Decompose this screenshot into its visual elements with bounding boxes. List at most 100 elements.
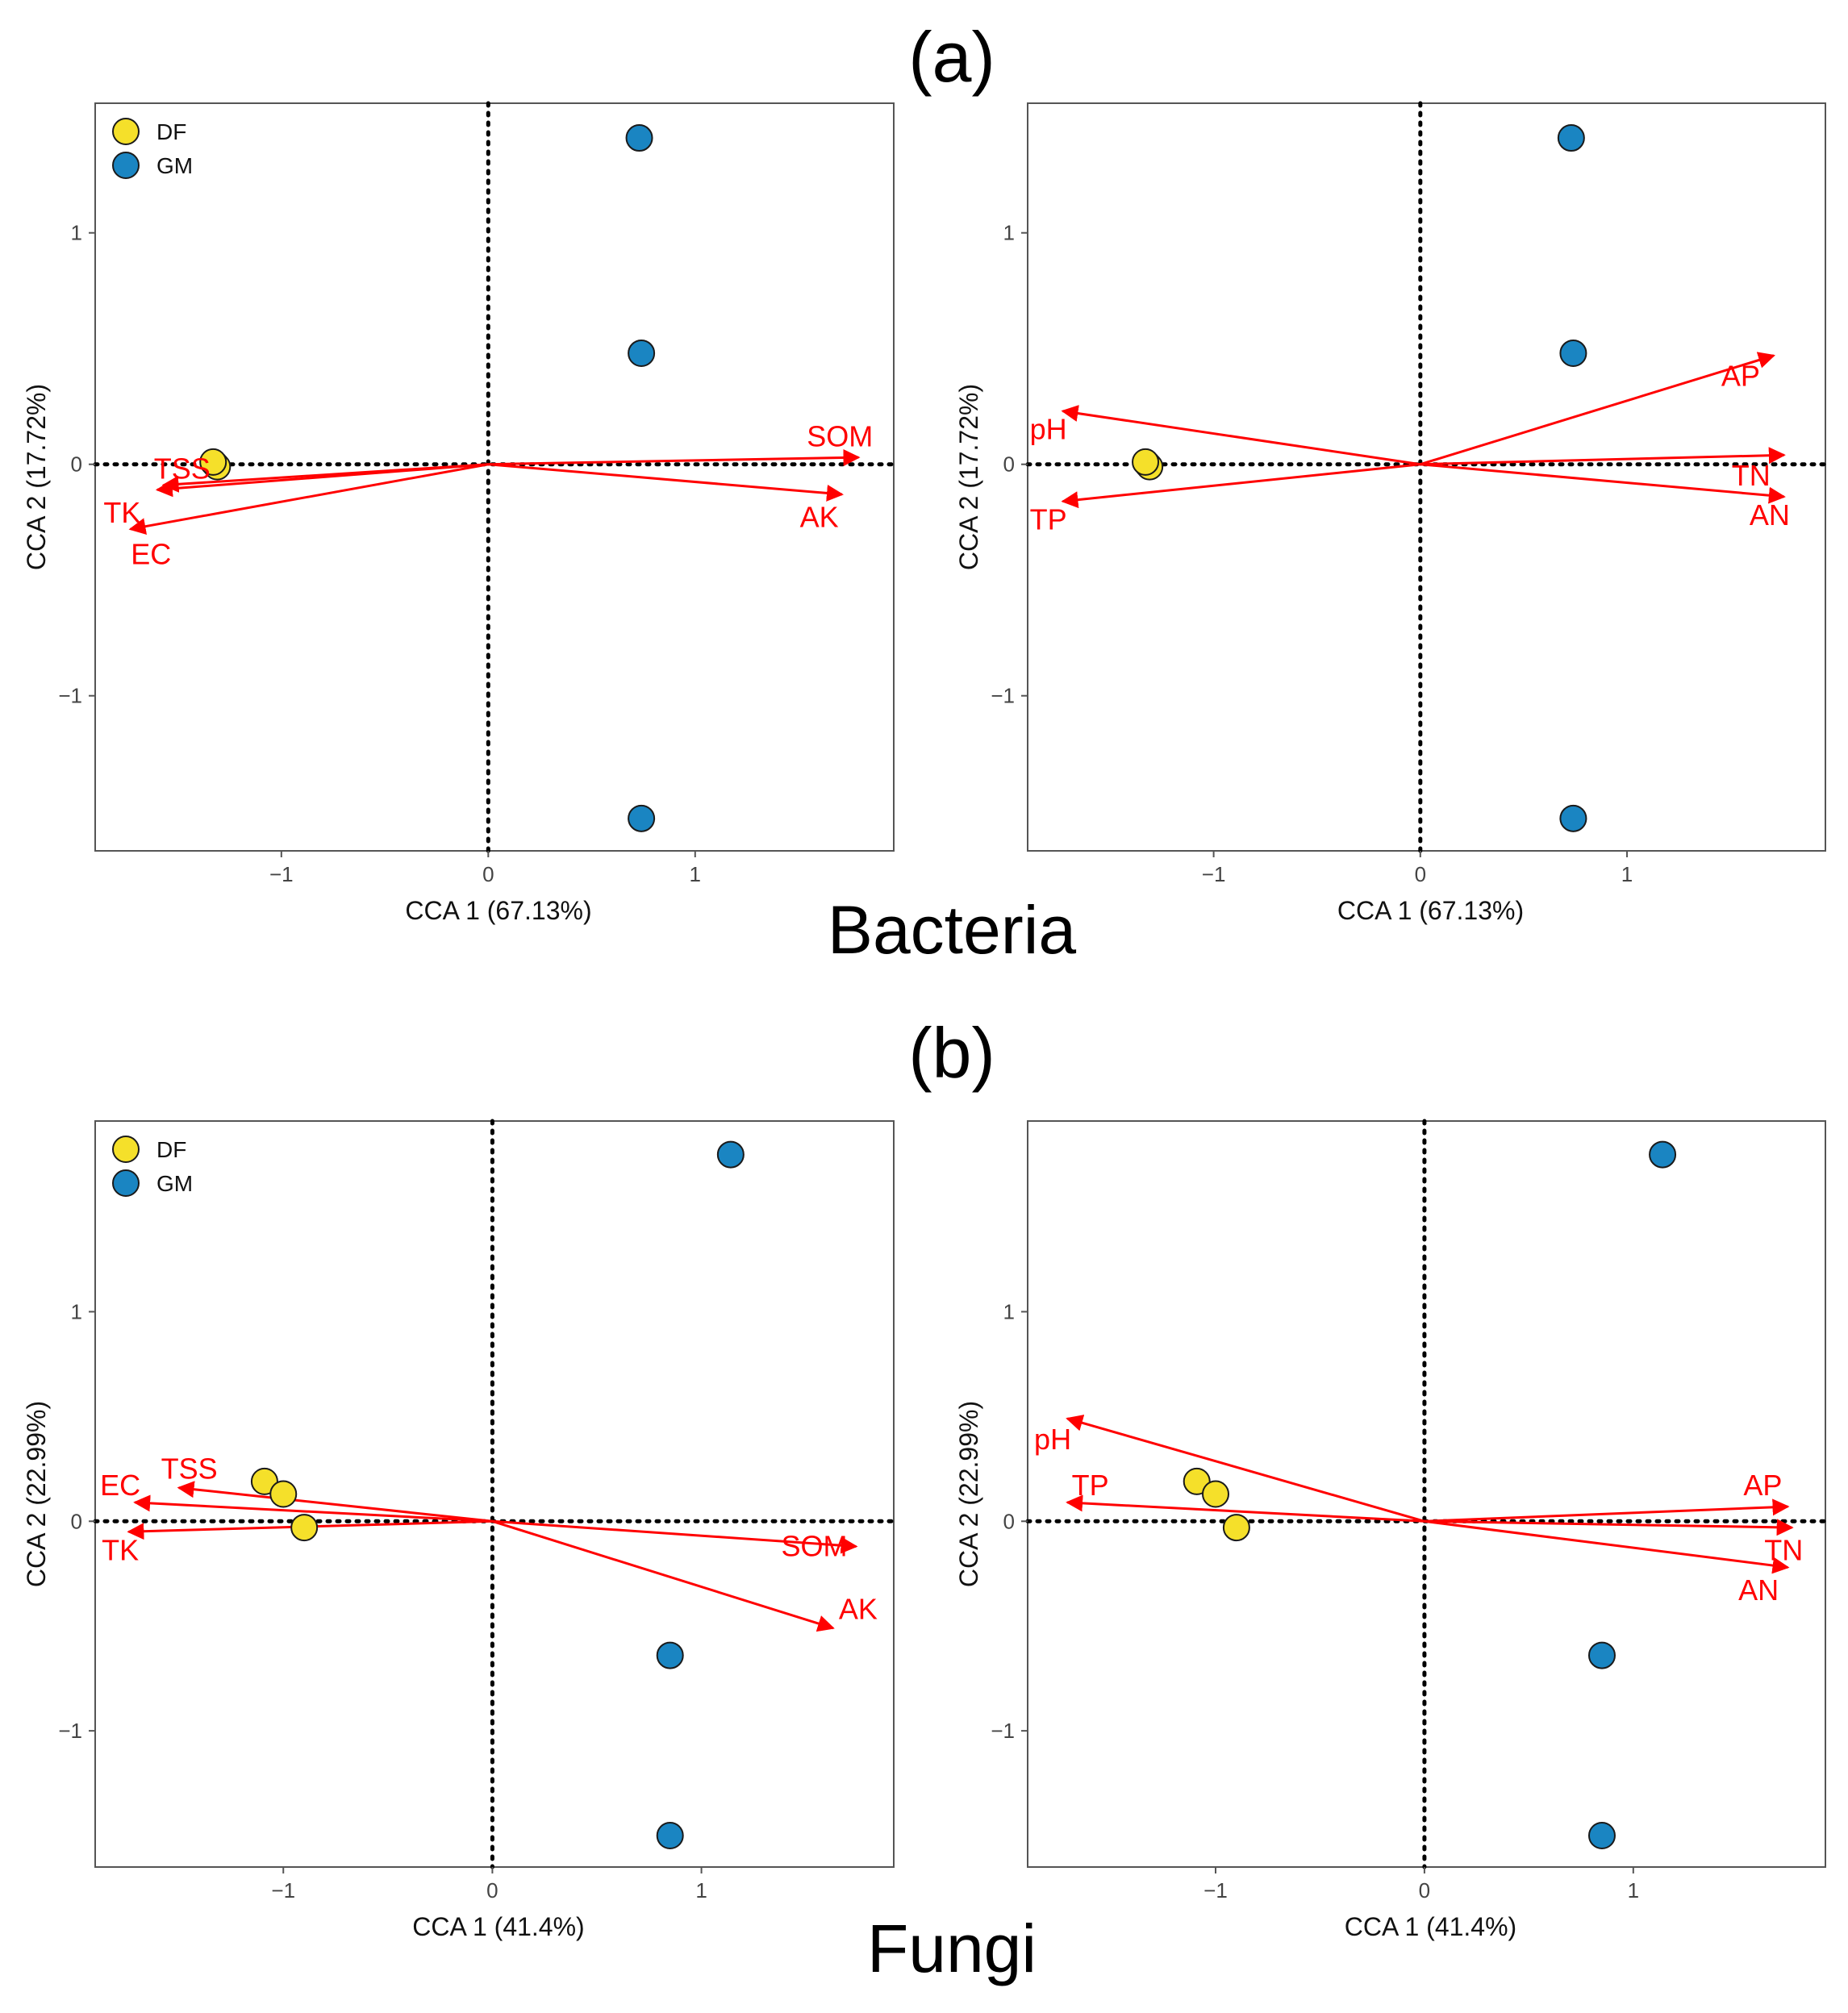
legend-key-gm <box>112 152 140 179</box>
vector-arrow-ec <box>133 1494 493 1523</box>
point-gm <box>1649 1140 1677 1169</box>
point-gm <box>1587 1822 1616 1850</box>
y-tick-label: −1 <box>58 1719 82 1743</box>
point-df <box>1222 1514 1250 1542</box>
x-tick-label: −1 <box>271 1878 295 1903</box>
vector-label-tss: TSS <box>154 452 211 485</box>
vector-arrow-ph <box>1066 1415 1425 1523</box>
y-tick-label: 1 <box>1003 1299 1015 1323</box>
x-tick-label: 0 <box>482 862 494 886</box>
point-df <box>250 1467 278 1495</box>
vector-arrow-som <box>492 1519 858 1554</box>
vector-label-tss: TSS <box>161 1452 218 1485</box>
y-tick-label: 1 <box>71 1299 82 1323</box>
cca-plot-bacteria-right: −1 0 1 −1 0 1 CCA 1 (67.13%) CCA 2 (17.72%) pH TP… <box>954 101 1828 925</box>
point-gm <box>716 1140 745 1169</box>
y-axis-title: CCA 2 (22.99%) <box>954 1401 983 1587</box>
legend-label-df: DF <box>156 119 186 144</box>
y-tick-label: 1 <box>71 221 82 245</box>
point-gm <box>1559 339 1587 367</box>
y-tick-label: 1 <box>1003 221 1015 245</box>
plot-frame <box>1027 102 1826 852</box>
vector-label-tk: TK <box>102 1534 139 1567</box>
y-tick-label: 0 <box>71 1509 82 1533</box>
y-tick-label: 0 <box>1003 452 1015 477</box>
vector-arrow-tss <box>177 1481 493 1523</box>
vector-label-tp: TP <box>1072 1469 1109 1502</box>
group-title-fungi: Fungi <box>866 1911 1037 1986</box>
legend-label-df: DF <box>156 1137 186 1162</box>
vector-label-som: SOM <box>807 419 873 452</box>
point-gm <box>656 1822 684 1850</box>
x-tick-label: 1 <box>695 1878 707 1903</box>
y-axis-title: CCA 2 (22.99%) <box>22 1401 51 1587</box>
y-tick-label: 0 <box>71 452 82 477</box>
y-axis-title: CCA 2 (17.72%) <box>954 384 983 570</box>
x-axis-title: CCA 1 (41.4%) <box>412 1912 584 1941</box>
x-tick-label: 0 <box>486 1878 498 1903</box>
point-df <box>199 448 227 476</box>
cca-plot-fungi-left: −1 0 1 −1 0 1 CCA 1 (41.4%) CCA 2 (22.99%) TSS EC… <box>22 1119 896 1941</box>
point-gm <box>628 339 656 367</box>
x-axis-title: CCA 1 (41.4%) <box>1345 1912 1516 1941</box>
vector-arrow-ap <box>1420 352 1775 466</box>
y-tick-label: 0 <box>1003 1509 1015 1533</box>
vector-arrow-tp <box>1066 1494 1425 1523</box>
x-tick-label: 1 <box>690 862 701 886</box>
x-tick-label: −1 <box>269 862 294 886</box>
vector-label-tn: TN <box>1732 459 1771 492</box>
vector-arrow-an <box>1424 1519 1790 1574</box>
legend: DF GM <box>102 1127 239 1197</box>
panel-label-b: (b) <box>908 1013 995 1093</box>
point-gm <box>1557 124 1585 152</box>
vector-label-ap: AP <box>1721 360 1760 393</box>
vector-arrow-ak <box>488 463 844 502</box>
legend-label-gm: GM <box>156 1171 193 1196</box>
vector-label-an: AN <box>1750 498 1790 531</box>
legend-key-df <box>112 1136 140 1163</box>
legend-label-gm: GM <box>156 153 193 178</box>
plot-frame <box>94 1120 895 1868</box>
vector-label-tk: TK <box>103 496 140 529</box>
point-gm <box>656 1641 684 1669</box>
vector-arrow-tn <box>1420 447 1786 466</box>
vector-arrow-ec <box>128 463 489 536</box>
x-tick-label: 1 <box>1621 862 1633 886</box>
legend: DF GM <box>102 110 239 179</box>
point-gm <box>625 124 653 152</box>
y-tick-label: −1 <box>58 684 82 708</box>
legend-key-gm <box>112 1169 140 1197</box>
x-tick-label: −1 <box>1202 862 1226 886</box>
x-tick-label: 0 <box>1419 1878 1430 1903</box>
point-df <box>290 1514 319 1542</box>
cca-plot-bacteria-left: −1 0 1 −1 0 1 CCA 1 (67.13%) CCA 2 (17.72%) SOM A… <box>22 101 896 925</box>
group-title-bacteria: Bacteria <box>827 892 1077 968</box>
vector-arrow-an <box>1420 463 1786 504</box>
point-df <box>1132 448 1160 476</box>
point-df <box>1202 1480 1230 1508</box>
y-axis-title: CCA 2 (17.72%) <box>22 384 51 570</box>
vector-label-tn: TN <box>1764 1534 1803 1567</box>
plot-frame <box>1027 1120 1826 1868</box>
vector-label-ap: AP <box>1743 1469 1782 1502</box>
vector-arrow-tk <box>155 463 489 498</box>
point-gm <box>1587 1641 1616 1669</box>
x-tick-label: 1 <box>1628 1878 1639 1903</box>
plot-frame <box>94 102 895 852</box>
vector-label-som: SOM <box>782 1529 848 1562</box>
vector-label-an: AN <box>1738 1573 1779 1607</box>
vector-arrow-ap <box>1424 1498 1790 1523</box>
vector-label-ec: EC <box>131 538 171 571</box>
vector-label-ak: AK <box>800 501 839 534</box>
x-tick-label: 0 <box>1415 862 1426 886</box>
vector-label-ak: AK <box>839 1592 878 1625</box>
x-tick-label: −1 <box>1203 1878 1228 1903</box>
point-gm <box>1559 804 1587 832</box>
vector-arrow-ak <box>491 1519 835 1632</box>
legend-key-df <box>112 118 140 145</box>
x-axis-title: CCA 1 (67.13%) <box>405 896 591 925</box>
y-tick-label: −1 <box>991 1719 1015 1743</box>
vector-arrow-tp <box>1061 463 1420 509</box>
y-tick-label: −1 <box>991 684 1015 708</box>
